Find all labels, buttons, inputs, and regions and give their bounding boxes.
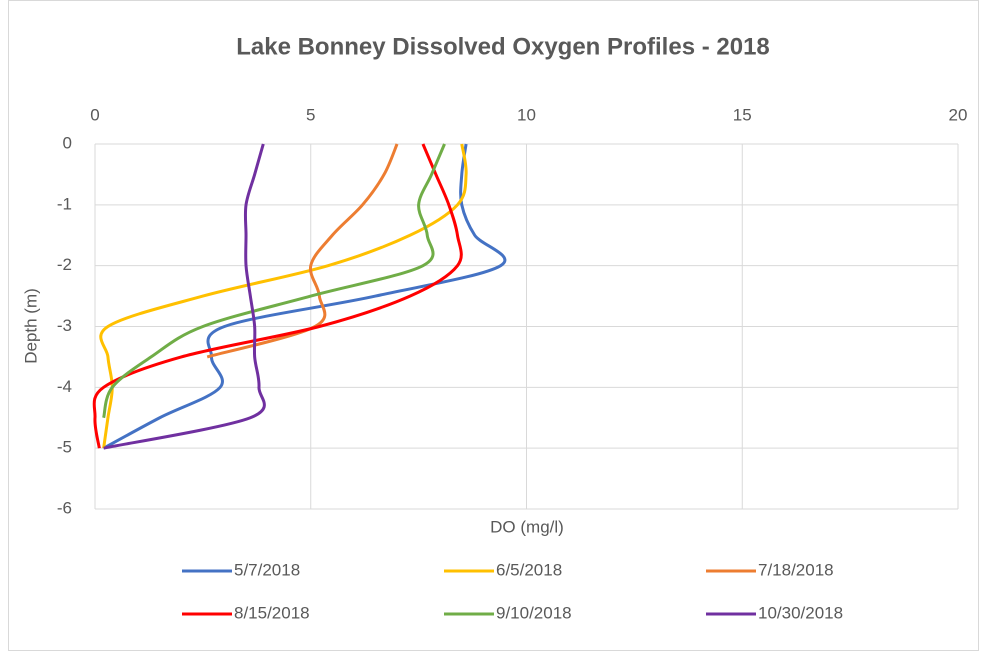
y-tick-label: 0: [63, 133, 72, 152]
legend-label: 10/30/2018: [758, 603, 843, 622]
series-line: [103, 143, 266, 450]
x-axis-label: DO (mg/l): [490, 517, 564, 536]
series-line: [102, 143, 507, 450]
y-tick-label: -5: [57, 438, 72, 457]
y-axis-label: Depth (m): [21, 288, 40, 364]
legend-label: 9/10/2018: [496, 603, 572, 622]
legend-label: 6/5/2018: [496, 560, 562, 579]
y-tick-label: -4: [57, 377, 72, 396]
chart-title: Lake Bonney Dissolved Oxygen Profiles - …: [236, 33, 770, 60]
y-tick-label: -3: [57, 316, 72, 335]
x-tick-label: 0: [90, 105, 99, 124]
series-line: [102, 143, 446, 419]
y-tick-label: -6: [57, 498, 72, 517]
series-line: [99, 143, 468, 449]
legend-label: 8/15/2018: [234, 603, 310, 622]
x-tick-label: 15: [733, 105, 752, 124]
x-tick-label: 5: [306, 105, 315, 124]
legend-label: 7/18/2018: [758, 560, 834, 579]
y-tick-label: -1: [57, 194, 72, 213]
legend-label: 5/7/2018: [234, 560, 300, 579]
series-line: [92, 143, 463, 449]
y-tick-label: -2: [57, 255, 72, 274]
x-tick-label: 20: [949, 105, 968, 124]
x-tick-label: 10: [517, 105, 536, 124]
chart-border: [8, 0, 979, 651]
